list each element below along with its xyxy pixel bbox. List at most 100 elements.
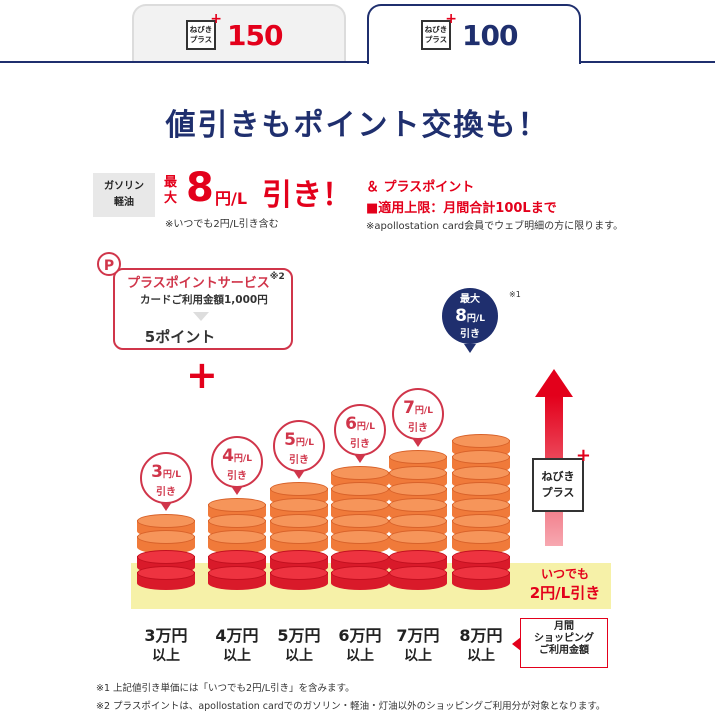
pin-value: 4 (222, 446, 234, 466)
badge-line2: プラス (424, 35, 448, 44)
discount-pin: 6円/L 引き (334, 404, 386, 463)
coin (208, 566, 266, 594)
fuel-diesel: 軽油 (114, 197, 134, 208)
pin-suffix: 引き (156, 487, 176, 498)
always-discount-label: いつでも 2円/L引き (515, 565, 615, 603)
amount-suffix: 以上 (152, 648, 180, 664)
fuel-type-box: ガソリン 軽油 (93, 173, 155, 217)
nebiki-plus-badge: ねびき プラス + (186, 12, 222, 50)
coin (452, 530, 510, 558)
pin-unit: 円/L (233, 454, 252, 464)
point-title-text: プラスポイントサービス (127, 276, 270, 291)
coin (270, 530, 328, 558)
plus-icon: + (575, 445, 591, 466)
amount-label: 8万円以上 (451, 626, 511, 666)
badge-line1: ねびき (424, 25, 448, 34)
pin-suffix: 引き (350, 439, 370, 450)
pin-suffix: 引き (289, 455, 309, 466)
pin-unit: 円/L (414, 406, 433, 416)
point-title-note: ※2 (269, 272, 285, 282)
tab-value: 150 (227, 19, 283, 52)
amount-suffix: 以上 (223, 648, 251, 664)
discount-note: ※いつでも2円/L引き含む (165, 219, 279, 230)
amount-suffix: 以上 (467, 648, 495, 664)
tab-divider (0, 61, 715, 63)
amount-suffix: 以上 (285, 648, 313, 664)
amount-label: 4万円 以上 (207, 626, 267, 666)
amount-label: 6万円以上 (330, 626, 390, 666)
always-line1: いつでも (540, 567, 589, 581)
discount-suffix: 引き！ (262, 178, 352, 213)
amount-value: 5万円 (277, 626, 321, 645)
amount-suffix: 以上 (404, 648, 432, 664)
max-pin-suffix: 引き (460, 329, 480, 340)
plus-point-label: ＆ プラスポイント (366, 180, 475, 195)
amount-value: 3万円 (144, 626, 188, 645)
point-service-title: プラスポイントサービス※2 (127, 272, 285, 291)
discount-unit: 円/L (215, 189, 248, 208)
coin (208, 530, 266, 558)
max-pin-label: 最大 (460, 294, 480, 305)
badge-line2: プラス (189, 35, 213, 44)
badge-line1: ねびき (189, 25, 213, 34)
amount-value: 7万円 (396, 626, 440, 645)
limit-label: ■適用上限：月間合計100Lまで (366, 201, 557, 216)
max-pin-value: 8 (455, 306, 467, 326)
page-title: 値引きもポイント交換も！ (165, 108, 550, 143)
pin-suffix: 引き (227, 471, 247, 482)
amount-label: 5万円以上 (269, 626, 329, 666)
nebiki-plus-badge: ねびき プラス + (421, 12, 457, 50)
down-triangle-icon (193, 312, 209, 321)
amount-label: 3万円以上 (136, 626, 196, 666)
coin (331, 566, 389, 594)
tab-150[interactable]: ねびき プラス + 150 (132, 4, 346, 62)
amount-value: 8万円 (459, 626, 503, 645)
coin (331, 530, 389, 558)
nebiki-line2: プラス (541, 486, 575, 499)
plus-icon: + (186, 353, 218, 397)
amount-suffix: 以上 (346, 648, 374, 664)
pin-unit: 円/L (162, 470, 181, 480)
nebiki-line1: ねびき (541, 470, 575, 483)
pin-unit: 円/L (356, 422, 375, 432)
monthly-line3: ご利用金額 (539, 645, 589, 656)
max-discount-pin: 最大 8円/L 引き (442, 288, 498, 353)
tab-value: 100 (462, 19, 518, 52)
discount-pin: 7円/L 引き (392, 388, 444, 447)
limit-note: ※apollostation card会員でウェブ明細の方に限ります。 (366, 221, 624, 232)
discount-value: 8 (186, 165, 214, 211)
pin-suffix: 引き (408, 423, 428, 434)
monthly-line1: 月間 (554, 621, 574, 632)
plus-icon: + (210, 11, 222, 27)
point-service-box (113, 268, 293, 350)
nebiki-plus-box: ねびき プラス + (532, 447, 591, 512)
discount-pin: 3円/L 引き (140, 452, 192, 511)
max-label: 最大 (164, 175, 178, 206)
tab-100[interactable]: ねびき プラス + 100 (367, 4, 581, 64)
pin-value: 5 (284, 430, 296, 450)
pin-value: 6 (345, 414, 357, 434)
fuel-gasoline: ガソリン (104, 181, 144, 192)
footnote-2: ※2 プラスポイントは、apollostation cardでのガソリン・軽油・… (96, 701, 606, 712)
up-arrow-icon (535, 369, 573, 397)
coin (452, 566, 510, 594)
always-line2: 2円/L引き (529, 584, 601, 602)
coin (389, 566, 447, 594)
coin (270, 566, 328, 594)
plus-icon: + (445, 11, 457, 27)
discount-pin: 5円/L 引き (273, 420, 325, 479)
max-pin-unit: 円/L (466, 314, 485, 324)
max-note-ref: ※1 (509, 290, 521, 299)
amount-label: 7万円以上 (388, 626, 448, 666)
coin (137, 530, 195, 558)
pin-value: 7 (403, 398, 415, 418)
discount-pin: 4円/L 引き (211, 436, 263, 495)
point-condition: カードご利用金額1,000円 (140, 294, 268, 306)
coin (137, 566, 195, 594)
coin (389, 530, 447, 558)
amount-value: 6万円 (338, 626, 382, 645)
monthly-shopping-label: 月間 ショッピング ご利用金額 (512, 618, 608, 668)
point-icon: P (97, 252, 121, 276)
pin-value: 3 (151, 462, 163, 482)
footnote-1: ※1 上記値引き単価には「いつでも2円/L引き」を含みます。 (96, 683, 355, 694)
